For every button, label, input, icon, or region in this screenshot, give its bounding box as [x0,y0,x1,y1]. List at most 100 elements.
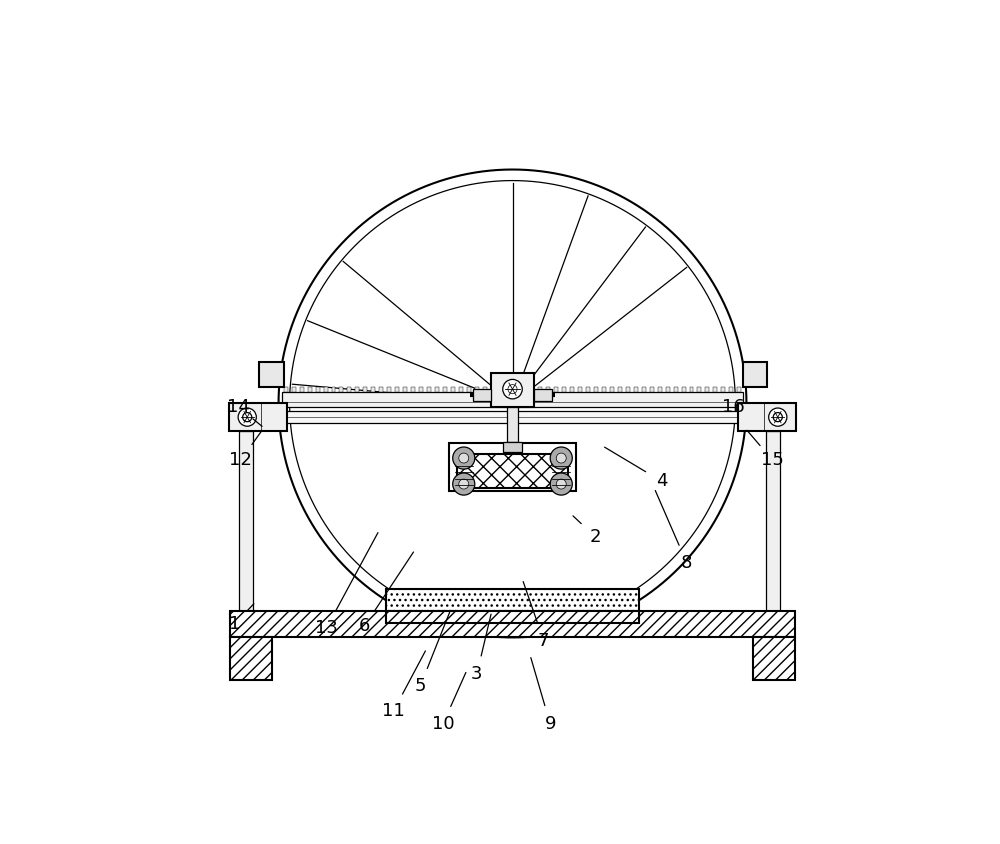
Bar [332,387,335,392]
Text: 2: 2 [589,528,601,546]
Bar [403,387,407,392]
Bar [387,387,391,392]
Bar [347,387,351,392]
Text: 7: 7 [538,631,549,650]
Bar [634,387,638,392]
Bar [459,387,463,392]
Bar [259,362,284,387]
Bar [538,387,542,392]
Bar [467,387,471,392]
Text: 10: 10 [432,715,454,733]
Bar [355,387,359,392]
Bar [514,387,518,392]
Circle shape [453,473,475,495]
Bar [507,387,511,392]
Bar [570,387,574,392]
Text: 9: 9 [544,715,556,733]
Bar [650,387,654,392]
Text: 16: 16 [722,398,745,416]
Bar [546,387,550,392]
Bar [239,430,253,611]
Bar [658,387,662,392]
Circle shape [453,447,475,469]
Bar [229,403,287,430]
Circle shape [243,413,252,422]
Bar [766,430,780,611]
Bar [491,373,534,407]
Circle shape [459,479,469,489]
Text: 1: 1 [229,615,240,634]
Bar [324,387,328,392]
Circle shape [238,408,256,426]
Bar [554,387,558,392]
Circle shape [556,479,566,489]
Bar [626,387,630,392]
Bar [230,637,272,679]
Bar [738,403,796,430]
Bar [316,387,320,392]
Circle shape [550,473,572,495]
Bar [379,387,383,392]
Bar [386,589,639,611]
Text: 15: 15 [761,451,784,469]
Circle shape [508,385,517,393]
Bar [562,387,566,392]
Bar [690,387,693,392]
Text: 3: 3 [471,665,483,684]
Bar [674,387,678,392]
Bar [339,387,343,392]
Bar [594,387,598,392]
Bar [610,387,614,392]
Bar [682,387,686,392]
Bar [743,362,767,387]
Bar [642,387,646,392]
Bar [435,387,439,392]
Bar [308,387,312,392]
Bar [451,387,455,392]
Bar [713,387,717,392]
Bar [411,387,415,392]
Bar [230,611,795,637]
Bar [475,387,479,392]
Text: 13: 13 [315,619,338,636]
Bar [697,387,701,392]
Circle shape [459,453,469,463]
Bar [499,387,503,392]
Text: 6: 6 [359,617,370,636]
Bar [602,387,606,392]
Bar [534,389,552,401]
Bar [503,442,522,452]
Bar [586,387,590,392]
Bar [473,389,491,401]
Bar [279,411,746,423]
Bar [300,387,304,392]
Bar [705,387,709,392]
Bar [386,611,639,623]
Bar [578,387,582,392]
Bar [284,387,288,392]
Circle shape [773,413,782,422]
Text: 5: 5 [414,677,426,695]
Circle shape [556,453,566,463]
Bar [371,387,375,392]
Bar [292,387,296,392]
Bar [522,387,526,392]
Bar [443,387,447,392]
Text: 12: 12 [229,451,252,469]
Bar [721,387,725,392]
Bar [737,387,741,392]
Bar [483,387,487,392]
Bar [419,387,423,392]
Text: 14: 14 [227,398,250,416]
Bar [427,387,431,392]
Bar [753,637,795,679]
Bar [282,392,743,407]
Circle shape [503,380,522,399]
Circle shape [550,447,572,469]
Bar [507,407,518,442]
Bar [363,387,367,392]
Bar [449,443,576,491]
Text: 4: 4 [656,473,668,490]
Text: 11: 11 [382,702,405,720]
Bar [491,387,495,392]
